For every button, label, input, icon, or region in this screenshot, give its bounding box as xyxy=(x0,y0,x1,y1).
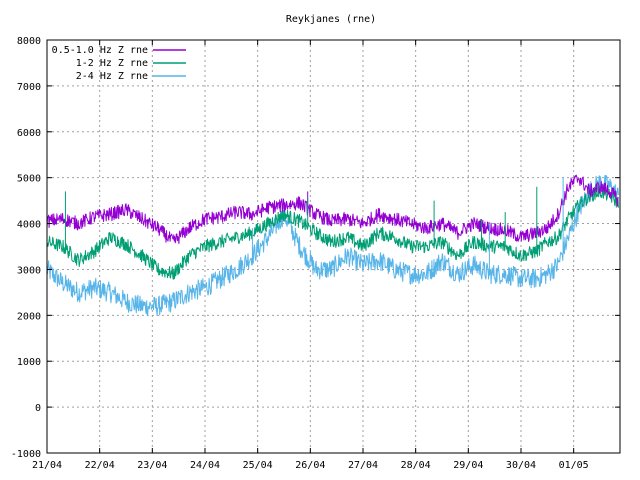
y-tick-label: 1000 xyxy=(17,357,41,368)
x-tick-label: 21/04 xyxy=(32,460,62,471)
x-tick-label: 30/04 xyxy=(506,460,536,471)
y-tick-label: 0 xyxy=(35,403,41,414)
legend-label: 0.5-1.0 Hz Z rne xyxy=(52,45,148,56)
legend-entry: 1-2 Hz Z rne xyxy=(76,58,186,69)
series-line xyxy=(46,174,619,317)
legend-label: 2-4 Hz Z rne xyxy=(76,71,148,82)
legend-entry: 2-4 Hz Z rne xyxy=(76,71,186,82)
series-line xyxy=(46,185,619,280)
series-line xyxy=(46,174,619,245)
y-tick-label: 4000 xyxy=(17,220,41,231)
y-tick-label: 8000 xyxy=(17,36,41,47)
legend-label: 1-2 Hz Z rne xyxy=(76,58,148,69)
x-tick-label: 22/04 xyxy=(85,460,115,471)
x-tick-label: 24/04 xyxy=(190,460,220,471)
x-tick-label: 01/05 xyxy=(559,460,589,471)
y-tick-label: 5000 xyxy=(17,174,41,185)
y-tick-label: -1000 xyxy=(11,449,41,460)
y-tick-label: 3000 xyxy=(17,265,41,276)
chart-title: Reykjanes (rne) xyxy=(286,14,376,25)
axes: -1000 0 1000 2000 3000 4000 5000 6000 7000 8000 21… xyxy=(11,36,621,471)
plot-border xyxy=(46,39,621,454)
x-tick-label: 26/04 xyxy=(295,460,325,471)
x-tick-label: 28/04 xyxy=(401,460,431,471)
x-tick-label: 29/04 xyxy=(453,460,483,471)
plot-area xyxy=(46,174,619,317)
y-tick-label: 7000 xyxy=(17,82,41,93)
x-tick-label: 25/04 xyxy=(243,460,273,471)
y-tick-label: 6000 xyxy=(17,128,41,139)
x-tick-label: 23/04 xyxy=(137,460,167,471)
x-tick-label: 27/04 xyxy=(348,460,378,471)
legend: 0.5-1.0 Hz Z rne 1-2 Hz Z rne 2-4 Hz Z r… xyxy=(52,45,186,82)
y-tick-label: 2000 xyxy=(17,311,41,322)
legend-entry: 0.5-1.0 Hz Z rne xyxy=(52,45,186,56)
